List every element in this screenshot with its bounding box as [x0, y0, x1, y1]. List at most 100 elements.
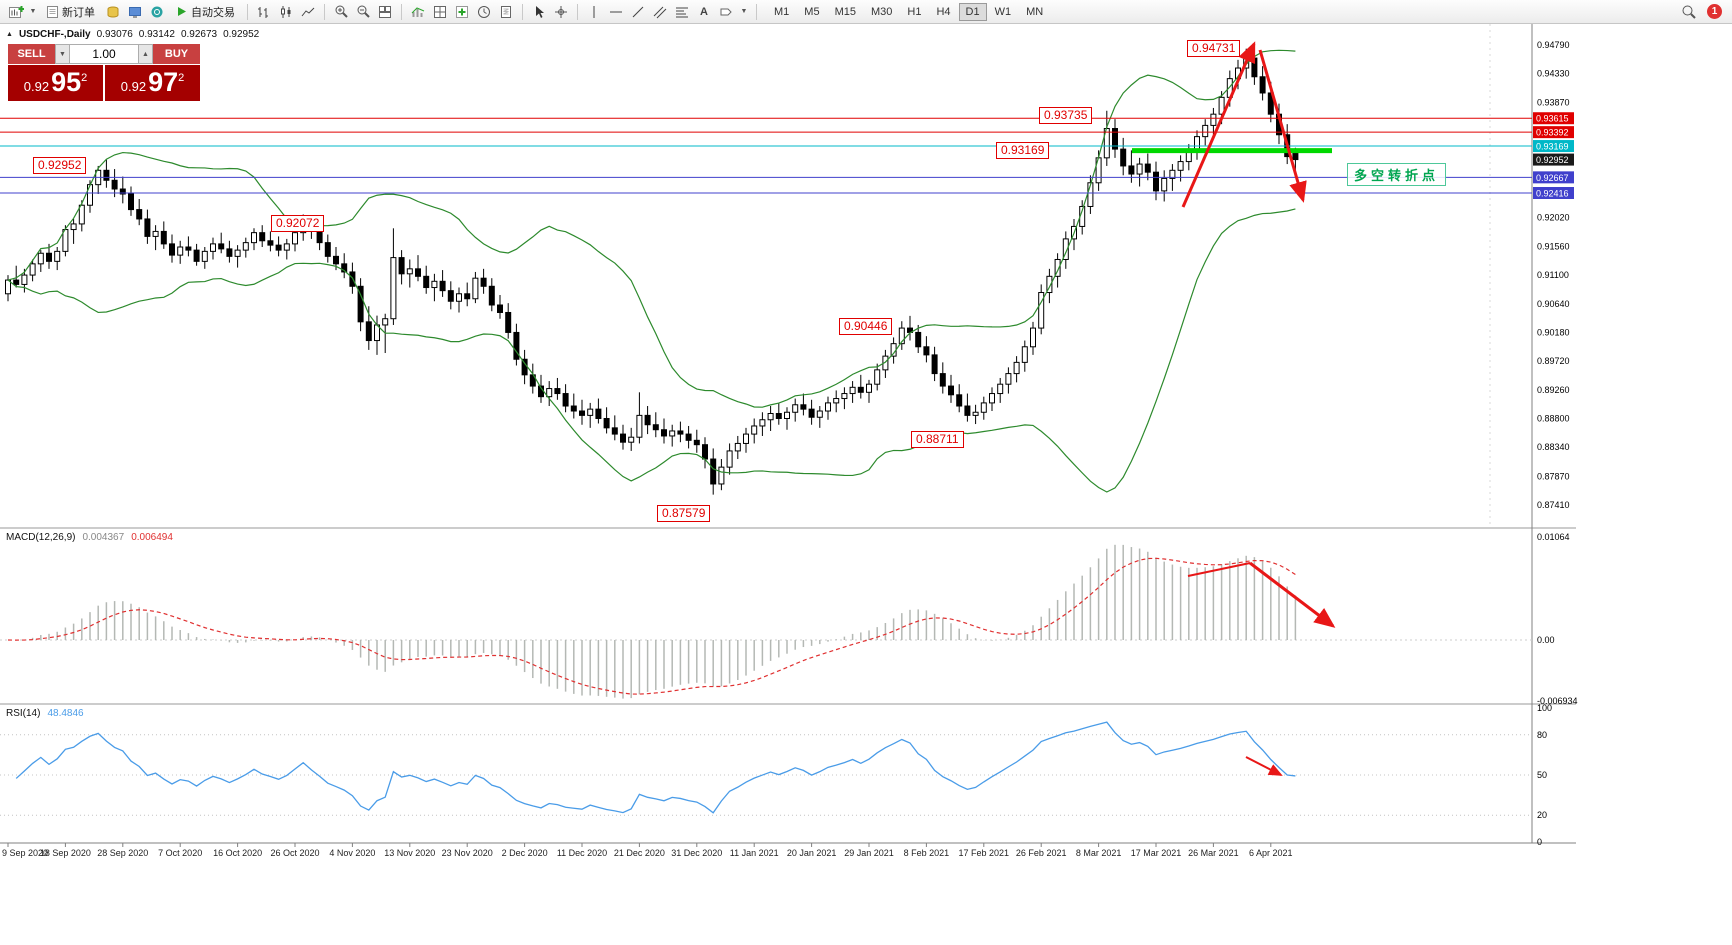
svg-text:0: 0 — [1537, 837, 1542, 847]
svg-text:18 Sep 2020: 18 Sep 2020 — [40, 848, 91, 858]
price-callout[interactable]: 0.94731 — [1187, 40, 1241, 57]
svg-text:100: 100 — [1537, 703, 1552, 713]
chart-ohlc-readout: ▲ USDCHF-,Daily 0.93076 0.93142 0.92673 … — [6, 29, 259, 40]
chart-profiles-caret-icon[interactable]: ▼ — [29, 8, 37, 15]
svg-text:17 Mar 2021: 17 Mar 2021 — [1131, 848, 1182, 858]
svg-text:0.91100: 0.91100 — [1537, 270, 1569, 280]
sell-price-display[interactable]: 0.92 95 2 — [8, 65, 103, 101]
svg-text:8 Feb 2021: 8 Feb 2021 — [904, 848, 950, 858]
price-callout[interactable]: 0.93735 — [1039, 107, 1093, 124]
price-tag — [1533, 171, 1574, 184]
trend-arrows[interactable] — [1181, 41, 1336, 776]
rsi-indicator-label: RSI(14) 48.4846 — [6, 708, 84, 719]
price-callout[interactable]: 0.92952 — [33, 157, 87, 174]
notification-badge[interactable]: 1 — [1707, 4, 1722, 19]
volume-decrease-stepper[interactable]: ▼ — [55, 44, 70, 64]
vertical-line-tool-icon[interactable] — [584, 2, 604, 22]
terminal-icon[interactable] — [125, 2, 145, 22]
svg-text:0.00: 0.00 — [1537, 635, 1555, 645]
search-icon[interactable] — [1679, 2, 1699, 22]
zoom-out-icon[interactable] — [353, 2, 373, 22]
symbol-collapse-icon[interactable]: ▲ — [6, 31, 13, 38]
chart-symbol: USDCHF-,Daily — [18, 29, 91, 40]
templates-icon[interactable] — [496, 2, 516, 22]
svg-text:16 Oct 2020: 16 Oct 2020 — [213, 848, 262, 858]
svg-text:0.88800: 0.88800 — [1537, 413, 1570, 423]
price-callout[interactable]: 0.90446 — [839, 318, 893, 335]
price-callout[interactable]: 0.87579 — [657, 505, 711, 522]
macd-indicator-label: MACD(12,26,9) 0.004367 0.006494 — [6, 532, 173, 543]
candlestick-series — [5, 48, 1299, 495]
svg-text:11 Dec 2020: 11 Dec 2020 — [557, 848, 607, 858]
svg-text:6 Apr 2021: 6 Apr 2021 — [1249, 848, 1293, 858]
timeframe-bar: M1 M5 M15 M30 H1 H4 D1 W1 MN — [767, 2, 1050, 21]
svg-text:0.92020: 0.92020 — [1537, 213, 1570, 223]
horizontal-line-objects[interactable] — [0, 117, 1532, 194]
ohlc-close: 0.92952 — [223, 29, 260, 40]
svg-text:0.90180: 0.90180 — [1537, 327, 1570, 337]
fibonacci-tool-icon[interactable] — [672, 2, 692, 22]
trendline-tool-icon[interactable] — [628, 2, 648, 22]
volume-increase-stepper[interactable]: ▲ — [138, 44, 153, 64]
annotation-text[interactable]: 多空转折点 — [1347, 163, 1447, 186]
price-callout[interactable]: 0.88711 — [911, 431, 964, 448]
price-tag — [1533, 126, 1574, 139]
periods-icon[interactable] — [430, 2, 450, 22]
buy-price-display[interactable]: 0.92 97 2 — [105, 65, 200, 101]
toolbar-separator — [324, 3, 325, 20]
volume-input[interactable]: 1.00 — [70, 44, 138, 64]
svg-text:0.93392: 0.93392 — [1536, 128, 1569, 138]
timeframe-button-M30[interactable]: M30 — [870, 5, 893, 18]
buy-button[interactable]: BUY — [153, 44, 200, 64]
add-indicator-icon[interactable] — [452, 2, 472, 22]
horizontal-line-tool-icon[interactable] — [606, 2, 626, 22]
panel-separators[interactable] — [0, 24, 1576, 844]
timeframe-button-M5[interactable]: M5 — [804, 5, 820, 18]
toolbar-separator — [247, 3, 248, 20]
timeframe-button-M15[interactable]: M15 — [834, 5, 856, 18]
svg-text:28 Sep 2020: 28 Sep 2020 — [97, 848, 148, 858]
bollinger-upper-band — [7, 49, 1296, 408]
svg-text:9 Sep 2020: 9 Sep 2020 — [2, 848, 48, 858]
svg-text:0.89720: 0.89720 — [1537, 356, 1570, 366]
text-tool-icon[interactable]: A — [700, 5, 708, 18]
macd-signal-value: 0.006494 — [131, 532, 173, 543]
sell-button[interactable]: SELL — [8, 44, 55, 64]
toolbar-right: 1 — [1679, 2, 1726, 22]
label-tool-icon[interactable] — [716, 2, 736, 22]
channel-tool-icon[interactable] — [650, 2, 670, 22]
crosshair-icon[interactable] — [551, 2, 571, 22]
timeframe-button-H1[interactable]: H1 — [907, 5, 922, 18]
svg-text:23 Nov 2020: 23 Nov 2020 — [442, 848, 493, 858]
line-chart-mode-icon[interactable] — [298, 2, 318, 22]
shapes-dropdown-icon[interactable]: ▼ — [740, 8, 748, 15]
history-center-icon[interactable] — [103, 2, 123, 22]
cycles-icon[interactable] — [474, 2, 494, 22]
zoom-in-icon[interactable] — [331, 2, 351, 22]
tile-windows-icon[interactable] — [375, 2, 395, 22]
timeframe-button-H4[interactable]: H4 — [936, 5, 951, 18]
timeframe-button-M1[interactable]: M1 — [774, 5, 790, 18]
macd-name: MACD(12,26,9) — [6, 532, 76, 543]
cursor-icon[interactable] — [529, 2, 549, 22]
timeframe-button-D1[interactable]: D1 — [958, 2, 987, 21]
svg-text:0.87870: 0.87870 — [1537, 471, 1570, 481]
bollinger-lower-band — [7, 208, 1296, 493]
new-chart-icon[interactable] — [6, 2, 26, 22]
bar-chart-mode-icon[interactable] — [254, 2, 274, 22]
price-callout[interactable]: 0.92072 — [271, 215, 325, 232]
price-tag — [1533, 187, 1574, 200]
timeframe-button-W1[interactable]: W1 — [994, 5, 1012, 18]
svg-text:20 Jan 2021: 20 Jan 2021 — [787, 848, 837, 858]
svg-text:0.91560: 0.91560 — [1537, 241, 1570, 251]
svg-text:17 Feb 2021: 17 Feb 2021 — [959, 848, 1010, 858]
autotrading-button[interactable]: 自动交易 — [169, 1, 241, 23]
candlestick-mode-icon[interactable] — [276, 2, 296, 22]
community-icon[interactable] — [147, 2, 167, 22]
new-order-button[interactable]: 新订单 — [40, 1, 101, 23]
indicators-icon[interactable] — [408, 2, 428, 22]
timeframe-button-MN[interactable]: MN — [1026, 5, 1044, 18]
price-callout[interactable]: 0.93169 — [996, 142, 1050, 159]
svg-text:50: 50 — [1537, 770, 1547, 780]
